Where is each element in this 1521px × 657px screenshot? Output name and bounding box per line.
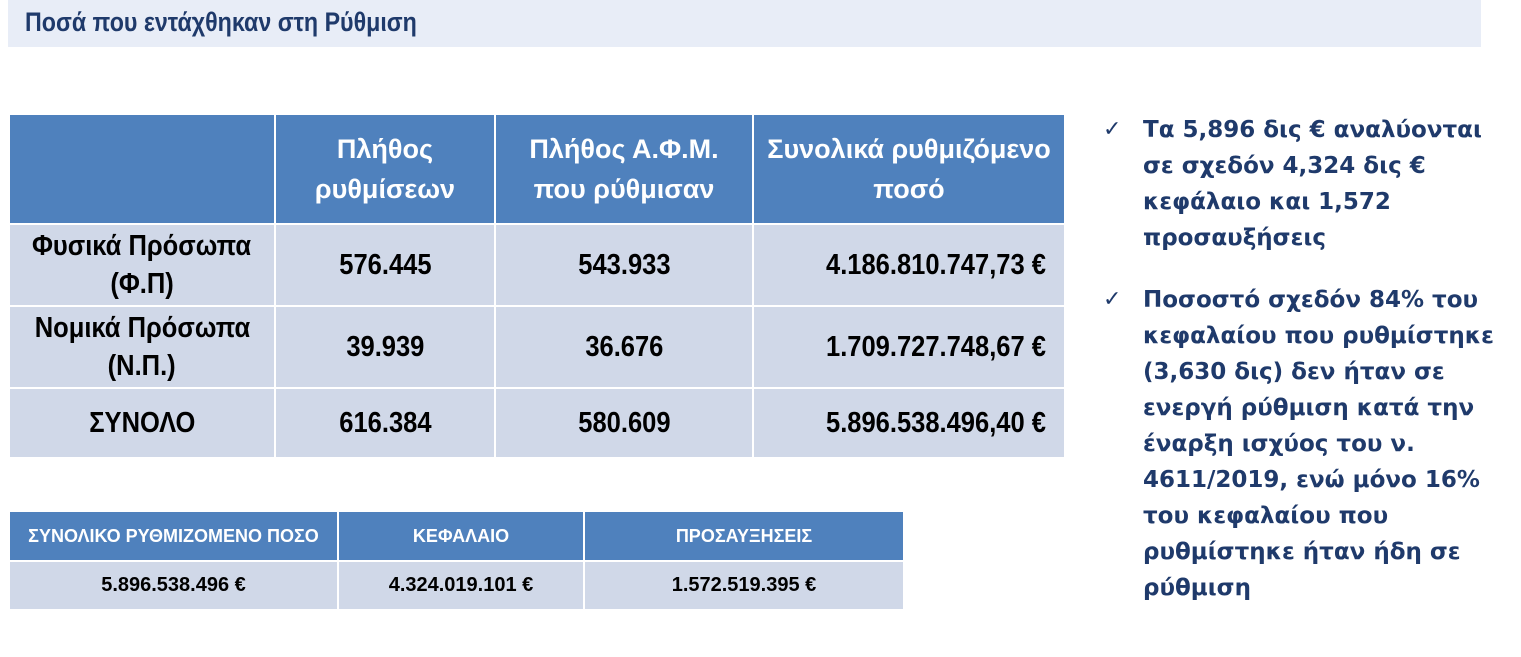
- summary-surcharges-value: 1.572.519.395 €: [583, 560, 905, 611]
- afm-count-cell: 543.933: [494, 223, 754, 307]
- header-empty-cell: [8, 113, 276, 225]
- amount-cell: 4.186.810.747,73 €: [752, 223, 1066, 307]
- settlements-count-cell: 576.445: [274, 223, 496, 307]
- summary-header-surcharges: ΠΡΟΣΑΥΞΗΣΕΙΣ: [583, 510, 905, 562]
- amount-cell: 5.896.538.496,40 €: [752, 387, 1066, 459]
- table-row-total: ΣΥΝΟΛΟ 616.384 580.609 5.896.538.496,40 …: [8, 387, 1066, 459]
- afm-count-cell: 36.676: [494, 305, 754, 389]
- title-bar: Ποσά που εντάχθηκαν στη Ρύθμιση: [8, 0, 1481, 47]
- summary-total-value: 5.896.538.496 €: [8, 560, 339, 611]
- row-label-line1: Φυσικά Πρόσωπα: [32, 230, 252, 262]
- settlements-count-cell: 616.384: [274, 387, 496, 459]
- header-afm-count: Πλήθος Α.Φ.Μ. που ρύθμισαν: [494, 113, 754, 225]
- settlement-table: Πλήθος ρυθμίσεων Πλήθος Α.Φ.Μ. που ρύθμι…: [8, 113, 1066, 459]
- checkmark-icon: ✓: [1103, 117, 1122, 142]
- table-header-row: Πλήθος ρυθμίσεων Πλήθος Α.Φ.Μ. που ρύθμι…: [8, 113, 1066, 225]
- amount-cell: 1.709.727.748,67 €: [752, 305, 1066, 389]
- page-title: Ποσά που εντάχθηκαν στη Ρύθμιση: [25, 7, 417, 37]
- table-row: Φυσικά Πρόσωπα (Φ.Π) 576.445 543.933 4.1…: [8, 223, 1066, 307]
- row-label-line2: (Φ.Π): [110, 268, 174, 300]
- summary-header-capital: ΚΕΦΑΛΑΙΟ: [337, 510, 585, 562]
- bullet-item: ✓ Τα 5,896 δις € αναλύονται σε σχεδόν 4,…: [1103, 112, 1508, 256]
- summary-header-total: ΣΥΝΟΛΙΚΟ ΡΥΘΜΙΖΟΜΕΝΟ ΠΟΣΟ: [8, 510, 339, 562]
- header-total-amount: Συνολικά ρυθμιζόμενο ποσό: [752, 113, 1066, 225]
- afm-count-cell: 580.609: [494, 387, 754, 459]
- row-label: ΣΥΝΟΛΟ: [8, 387, 276, 459]
- bullet-item: ✓ Ποσοστό σχεδόν 84% του κεφαλαίου που ρ…: [1103, 282, 1508, 606]
- bullet-text: Τα 5,896 δις € αναλύονται σε σχεδόν 4,32…: [1143, 117, 1482, 251]
- row-label-line1: Νομικά Πρόσωπα: [34, 312, 250, 344]
- row-label: Νομικά Πρόσωπα (Ν.Π.): [8, 305, 276, 389]
- summary-header-row: ΣΥΝΟΛΙΚΟ ΡΥΘΜΙΖΟΜΕΝΟ ΠΟΣΟ ΚΕΦΑΛΑΙΟ ΠΡΟΣΑ…: [8, 510, 905, 562]
- summary-table: ΣΥΝΟΛΙΚΟ ΡΥΘΜΙΖΟΜΕΝΟ ΠΟΣΟ ΚΕΦΑΛΑΙΟ ΠΡΟΣΑ…: [8, 510, 905, 611]
- row-label: Φυσικά Πρόσωπα (Φ.Π): [8, 223, 276, 307]
- summary-value-row: 5.896.538.496 € 4.324.019.101 € 1.572.51…: [8, 560, 905, 611]
- checkmark-icon: ✓: [1103, 287, 1122, 312]
- table-row: Νομικά Πρόσωπα (Ν.Π.) 39.939 36.676 1.70…: [8, 305, 1066, 389]
- header-settlements-count: Πλήθος ρυθμίσεων: [274, 113, 496, 225]
- summary-capital-value: 4.324.019.101 €: [337, 560, 585, 611]
- row-label-line2: (Ν.Π.): [107, 350, 177, 382]
- bullet-text: Ποσοστό σχεδόν 84% του κεφαλαίου που ρυθ…: [1143, 287, 1494, 601]
- bullet-list: ✓ Τα 5,896 δις € αναλύονται σε σχεδόν 4,…: [1103, 112, 1508, 632]
- settlements-count-cell: 39.939: [274, 305, 496, 389]
